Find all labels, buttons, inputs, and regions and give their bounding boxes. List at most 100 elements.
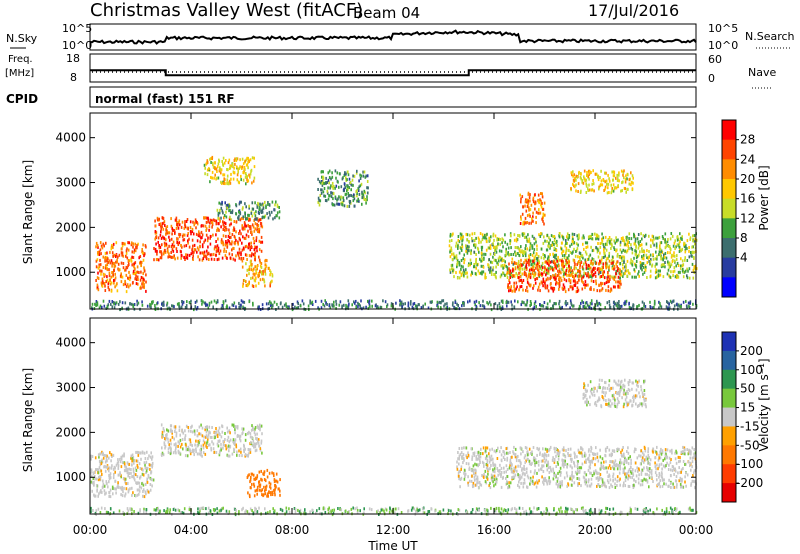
- heatmap-cell: [637, 272, 639, 276]
- heatmap-cell: [578, 170, 580, 174]
- heatmap-cell: [533, 265, 535, 269]
- heatmap-cell: [588, 173, 590, 176]
- heatmap-cell: [594, 266, 596, 270]
- heatmap-cell: [173, 244, 176, 248]
- heatmap-cell: [218, 159, 221, 163]
- heatmap-cell: [239, 447, 242, 451]
- heatmap-cell: [466, 233, 469, 237]
- heatmap-cell: [211, 157, 213, 160]
- heatmap-cell: [569, 475, 572, 479]
- heatmap-cell: [658, 465, 660, 469]
- heatmap-cell: [565, 246, 568, 250]
- heatmap-cell: [565, 251, 567, 255]
- heatmap-cell: [503, 265, 505, 269]
- heatmap-cell: [225, 240, 227, 243]
- heatmap-cell: [248, 272, 250, 276]
- heatmap-cell: [256, 217, 258, 221]
- heatmap-cell: [238, 305, 240, 309]
- heatmap-cell: [467, 451, 469, 455]
- heatmap-cell: [208, 430, 210, 434]
- heatmap-cell: [220, 225, 222, 229]
- heatmap-cell: [274, 203, 276, 207]
- heatmap-cell: [575, 242, 578, 246]
- heatmap-cell: [477, 457, 479, 461]
- heatmap-cell: [321, 175, 323, 179]
- heatmap-cell: [238, 214, 240, 218]
- heatmap-cell: [515, 287, 517, 291]
- heatmap-cell: [520, 200, 522, 204]
- heatmap-cell: [240, 178, 242, 182]
- heatmap-cell: [443, 304, 445, 308]
- heatmap-cell: [341, 306, 343, 310]
- heatmap-cell: [143, 451, 146, 455]
- heatmap-cell: [159, 233, 162, 237]
- heatmap-cell: [587, 263, 590, 267]
- heatmap-cell: [473, 263, 475, 266]
- heatmap-cell: [523, 252, 525, 255]
- heatmap-cell: [245, 284, 248, 287]
- heatmap-cell: [631, 275, 633, 279]
- heatmap-cell: [532, 269, 534, 273]
- heatmap-cell: [205, 227, 208, 231]
- heatmap-cell: [195, 220, 197, 223]
- heatmap-cell: [108, 475, 111, 479]
- heatmap-cell: [188, 438, 191, 442]
- heatmap-cell: [365, 174, 367, 178]
- heatmap-cell: [357, 197, 359, 201]
- heatmap-cell: [322, 179, 324, 183]
- heatmap-cell: [546, 306, 549, 310]
- heatmap-cell: [630, 181, 633, 184]
- heatmap-cell: [598, 301, 601, 305]
- heatmap-cell: [103, 465, 105, 469]
- heatmap-cell: [166, 229, 168, 233]
- heatmap-cell: [191, 230, 194, 233]
- heatmap-cell: [652, 253, 654, 257]
- heatmap-cell: [535, 215, 537, 219]
- heatmap-cell: [584, 179, 586, 183]
- heatmap-cell: [488, 268, 490, 272]
- heatmap-cell: [116, 260, 118, 264]
- heatmap-cell: [194, 218, 197, 222]
- heatmap-cell: [665, 305, 668, 309]
- heatmap-cell: [253, 273, 256, 277]
- heatmap-cell: [191, 247, 194, 251]
- heatmap-cell: [611, 189, 613, 193]
- heatmap-cell: [582, 181, 585, 185]
- heatmap-cell: [347, 173, 350, 177]
- heatmap-cell: [526, 198, 528, 202]
- heatmap-cell: [541, 268, 543, 272]
- heatmap-cell: [271, 493, 274, 496]
- heatmap-cell: [187, 241, 189, 245]
- heatmap-cell: [106, 278, 109, 282]
- heatmap-cell: [589, 460, 592, 463]
- heatmap-cell: [355, 305, 357, 309]
- heatmap-cell: [541, 261, 544, 265]
- heatmap-cell: [99, 475, 102, 478]
- heatmap-cell: [548, 260, 550, 264]
- heatmap-cell: [540, 304, 542, 308]
- heatmap-cell: [151, 464, 154, 468]
- heatmap-cell: [576, 286, 579, 290]
- heatmap-cell: [531, 450, 533, 454]
- heatmap-cell: [533, 261, 536, 265]
- heatmap-cell: [640, 479, 643, 483]
- heatmap-cell: [561, 264, 564, 268]
- heatmap-cell: [583, 175, 585, 179]
- heatmap-cell: [579, 258, 581, 262]
- freq-label: Freq.: [8, 54, 33, 65]
- heatmap-cell: [255, 271, 258, 275]
- heatmap-cell: [508, 281, 511, 285]
- heatmap-cell: [537, 268, 539, 272]
- heatmap-cell: [297, 302, 299, 305]
- heatmap-cell: [159, 250, 161, 254]
- heatmap-cell: [231, 423, 234, 427]
- heatmap-cell: [562, 235, 564, 239]
- heatmap-cell: [230, 164, 232, 168]
- heatmap-cell: [581, 180, 583, 184]
- heatmap-cell: [587, 283, 589, 287]
- heatmap-cell: [178, 442, 181, 445]
- heatmap-cell: [399, 303, 401, 307]
- heatmap-cell: [594, 303, 597, 307]
- heatmap-cell: [583, 262, 585, 266]
- heatmap-cell: [222, 234, 225, 238]
